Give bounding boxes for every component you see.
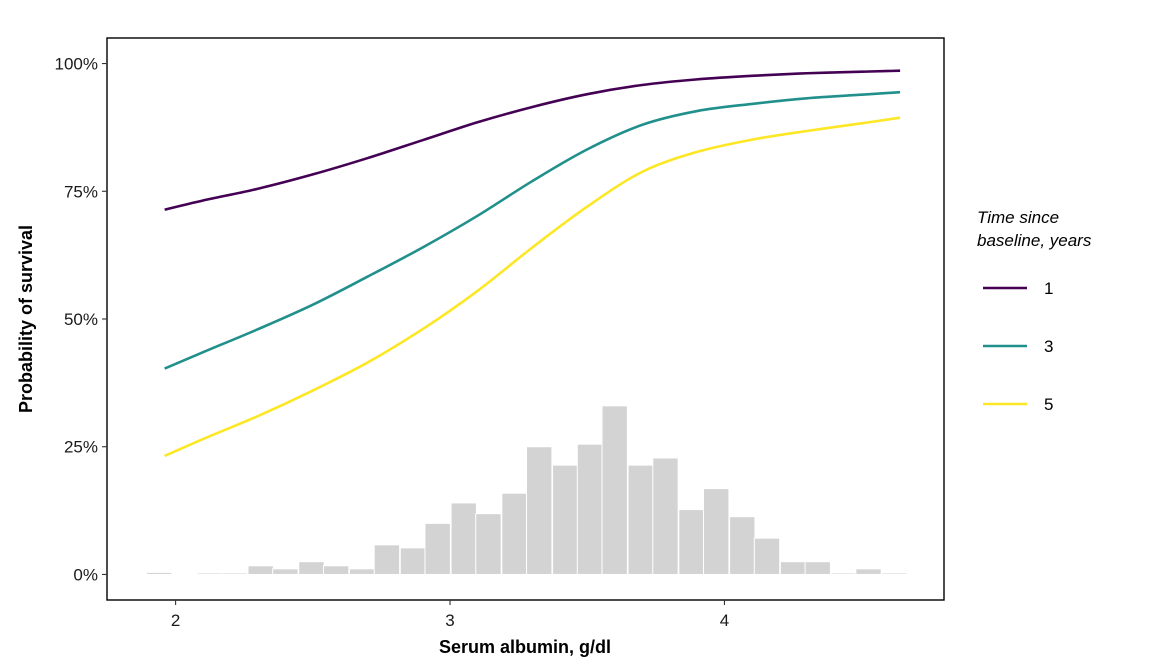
histogram-bar xyxy=(424,522,451,575)
legend-items: 1 3 5 xyxy=(983,279,1053,414)
histogram-bar xyxy=(703,488,730,575)
series-lines-layer xyxy=(164,69,901,458)
histogram-bar xyxy=(627,464,654,575)
series-line-1 xyxy=(164,69,901,211)
histogram-layer xyxy=(145,405,908,575)
legend-label-5: 5 xyxy=(1044,395,1053,414)
y-tick-label: 25% xyxy=(64,438,98,457)
histogram-bar xyxy=(501,492,528,575)
x-axis-title: Serum albumin, g/dl xyxy=(439,637,611,657)
series-line-3 xyxy=(164,90,901,370)
histogram-bar xyxy=(779,561,807,575)
histogram-bar xyxy=(652,457,679,575)
series-line-5 xyxy=(164,116,901,458)
histogram-bar xyxy=(678,509,705,575)
histogram-bar xyxy=(729,516,756,575)
axes-layer: 2 3 4 0% 25% 50% 75% 100% xyxy=(55,55,730,630)
histogram-bar xyxy=(298,561,325,575)
histogram-bar xyxy=(450,502,477,575)
y-tick-label: 75% xyxy=(64,182,98,201)
histogram-bar xyxy=(576,443,604,575)
histogram-bar xyxy=(804,561,831,575)
legend-label-1: 1 xyxy=(1044,279,1053,298)
histogram-bar xyxy=(322,565,350,575)
histogram-bar xyxy=(399,547,427,575)
y-tick-label: 100% xyxy=(55,55,98,74)
histogram-bar xyxy=(881,572,908,575)
y-axis-title: Probability of survival xyxy=(16,225,36,413)
legend: Time since baseline, years 1 3 5 xyxy=(977,208,1092,414)
histogram-bar xyxy=(855,568,882,575)
histogram-bar xyxy=(349,568,376,575)
histogram-bar xyxy=(272,568,299,575)
histogram-bar xyxy=(526,446,553,575)
histogram-bar xyxy=(373,544,401,575)
legend-label-3: 3 xyxy=(1044,337,1053,356)
histogram-bar xyxy=(552,464,579,575)
x-tick-label: 3 xyxy=(445,611,454,630)
y-tick-label: 50% xyxy=(64,310,98,329)
histogram-bar xyxy=(475,513,502,575)
y-tick-label: 0% xyxy=(73,565,98,584)
legend-title-line2: baseline, years xyxy=(977,231,1092,250)
histogram-bar xyxy=(221,572,248,575)
legend-title-line1: Time since xyxy=(977,208,1059,227)
histogram-bar xyxy=(601,405,628,575)
histogram-bar xyxy=(145,571,173,575)
histogram-bar xyxy=(830,572,858,575)
histogram-bar xyxy=(247,565,274,575)
x-tick-label: 2 xyxy=(171,611,180,630)
histogram-bar xyxy=(753,537,781,575)
x-tick-label: 4 xyxy=(720,611,729,630)
histogram-bar xyxy=(196,572,224,575)
